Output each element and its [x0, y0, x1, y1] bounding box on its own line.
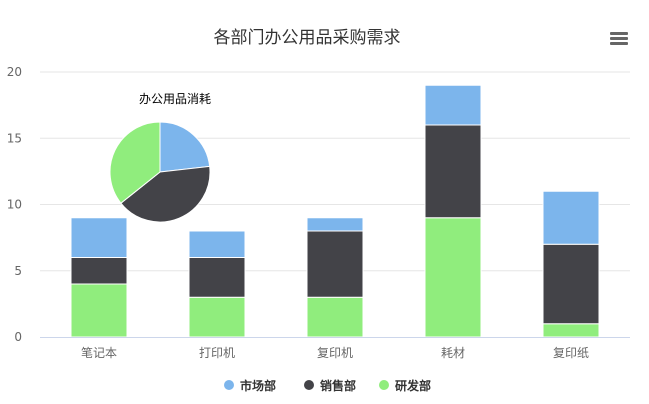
- bar-series: [70, 84, 600, 338]
- x-tick-label: 笔记本: [81, 345, 117, 360]
- bar-1-2: [188, 230, 246, 258]
- y-tick-label: 20: [7, 65, 22, 79]
- bar-4-0: [542, 323, 600, 338]
- pie-title: 办公用品消耗: [139, 91, 211, 106]
- bar-1-1: [188, 257, 246, 298]
- x-tick-label: 打印机: [199, 346, 235, 360]
- bar-2-0: [306, 296, 364, 338]
- x-tick-label: 耗材: [441, 346, 465, 360]
- legend-marker: [224, 380, 234, 390]
- bar-2-2: [306, 217, 364, 232]
- chart-title: 各部门办公用品采购需求: [214, 28, 401, 48]
- legend-marker: [304, 380, 314, 390]
- bar-4-2: [542, 190, 600, 245]
- bar-3-0: [424, 217, 482, 338]
- y-tick-label: 15: [7, 131, 22, 145]
- y-tick-label: 0: [14, 330, 22, 344]
- pie-slice-0: [159, 121, 211, 173]
- bar-3-1: [424, 124, 482, 219]
- legend-label: 销售部: [320, 378, 356, 393]
- bar-1-0: [188, 296, 246, 338]
- x-tick-label: 复印纸: [553, 346, 589, 360]
- pie-slice-1: [120, 165, 211, 223]
- bar-2-1: [306, 230, 364, 298]
- x-axis: 笔记本 打印机 复印机 耗材 复印纸: [40, 337, 630, 360]
- y-tick-label: 5: [14, 264, 22, 278]
- bar-0-1: [70, 257, 128, 285]
- legend-label: 市场部: [240, 378, 276, 393]
- legend: 市场部 销售部 研发部: [224, 378, 431, 393]
- y-tick-label: 10: [7, 198, 22, 212]
- bar-4-1: [542, 243, 600, 325]
- hamburger-menu-icon[interactable]: [609, 30, 629, 50]
- legend-marker: [379, 380, 389, 390]
- x-tick-label: 复印机: [317, 346, 353, 360]
- y-axis: 0 5 10 15 20: [7, 65, 22, 344]
- legend-label: 研发部: [395, 378, 431, 393]
- bar-0-2: [70, 217, 128, 258]
- bar-0-0: [70, 283, 128, 338]
- pie-chart: [109, 121, 211, 223]
- pie-slice-2: [109, 121, 161, 204]
- bar-3-2: [424, 84, 482, 126]
